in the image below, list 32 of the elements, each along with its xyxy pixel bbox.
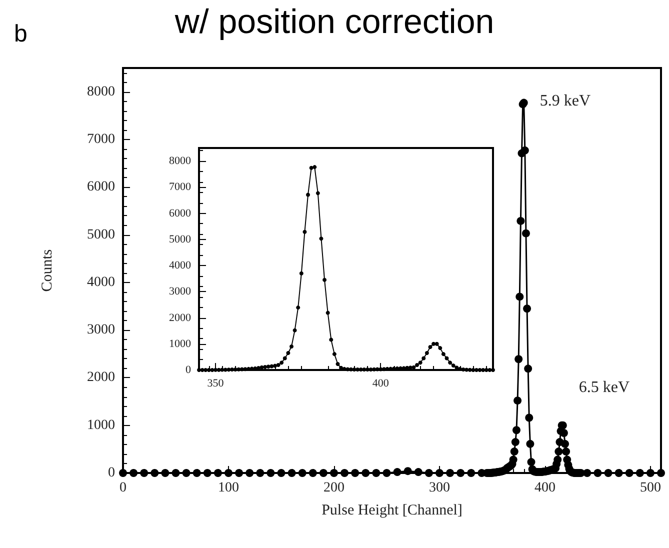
x-axis-title: Pulse Height [Channel] bbox=[322, 502, 462, 518]
y-tick-label: 3000 bbox=[169, 286, 192, 298]
chart-title: w/ position correction bbox=[174, 3, 494, 41]
y-tick-label: 3000 bbox=[87, 322, 115, 338]
y-tick-label: 0 bbox=[186, 364, 192, 376]
y-tick-label: 7000 bbox=[87, 132, 115, 147]
x-tick-label: 0 bbox=[120, 480, 126, 496]
x-tick-label: 500 bbox=[640, 480, 661, 496]
y-tick-label: 0 bbox=[108, 466, 115, 480]
y-tick-label: 5000 bbox=[169, 233, 192, 246]
y-tick-label: 4000 bbox=[87, 274, 115, 290]
x-tick-label: 350 bbox=[207, 378, 224, 390]
y-tick-label: 1000 bbox=[87, 418, 115, 433]
text: b bbox=[14, 20, 28, 48]
y-axis-title: Counts bbox=[40, 249, 56, 292]
x-tick-label: 200 bbox=[323, 480, 344, 496]
x-tick-label: 400 bbox=[534, 480, 556, 496]
y-tick-label: 1000 bbox=[169, 338, 192, 350]
x-tick-label: 400 bbox=[372, 378, 390, 390]
x-tick-label: 100 bbox=[218, 480, 239, 496]
y-tick-label: 2000 bbox=[87, 370, 115, 386]
annotation: 6.5 keV bbox=[578, 378, 630, 396]
y-tick-label: 6000 bbox=[87, 180, 115, 195]
y-tick-label: 7000 bbox=[169, 181, 192, 194]
y-tick-label: 2000 bbox=[169, 312, 192, 324]
y-tick-label: 5000 bbox=[87, 227, 115, 242]
annotation: 5.9 keV bbox=[540, 92, 591, 110]
y-tick-label: 8000 bbox=[87, 84, 115, 100]
x-tick-label: 300 bbox=[428, 480, 450, 496]
y-tick-label: 8000 bbox=[169, 155, 192, 168]
y-tick-label: 4000 bbox=[169, 260, 192, 272]
y-tick-label: 6000 bbox=[169, 207, 192, 220]
